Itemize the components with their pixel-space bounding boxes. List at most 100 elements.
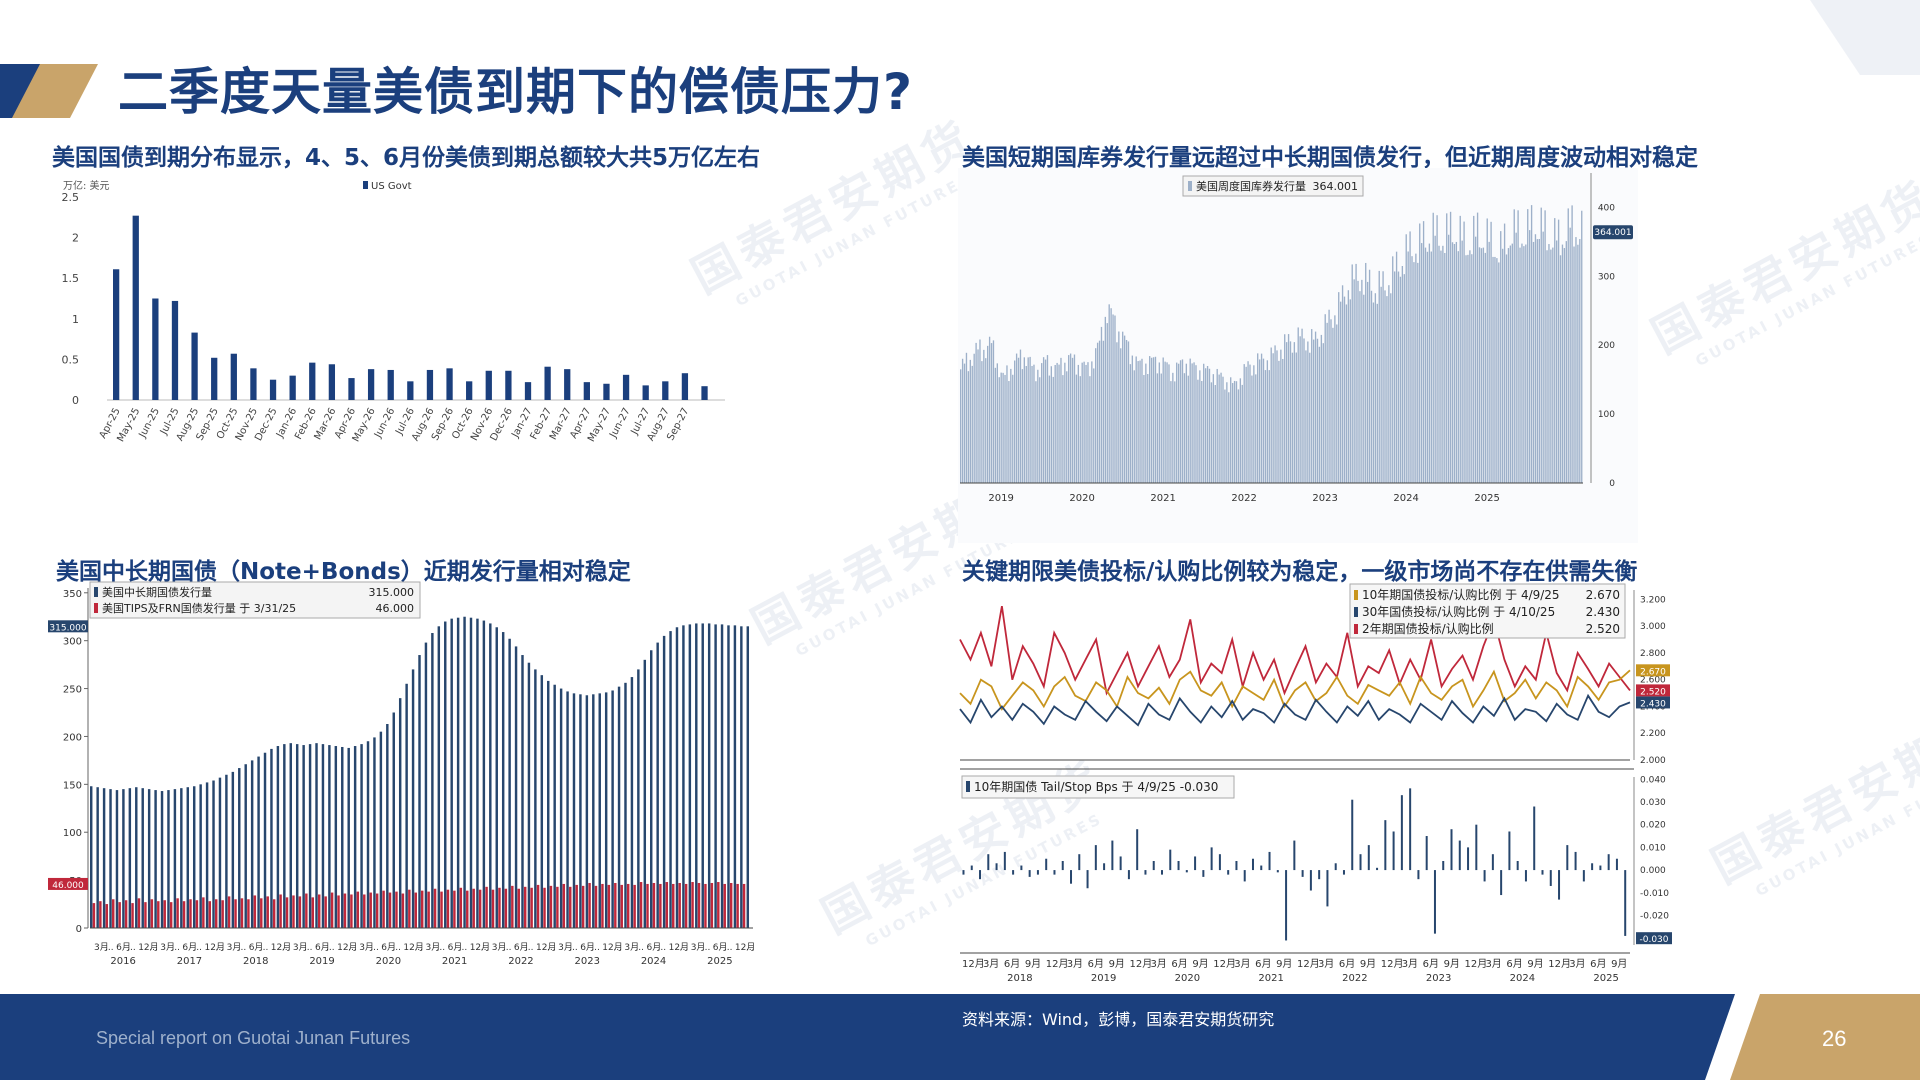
month-tick-label: ... bbox=[547, 943, 556, 953]
tail-bar bbox=[1152, 861, 1155, 871]
tail-bar bbox=[962, 870, 965, 875]
tips-frn-bar bbox=[530, 887, 533, 928]
bills-bar bbox=[1343, 296, 1346, 483]
tail-bar bbox=[1376, 867, 1379, 871]
bills-bar bbox=[1260, 353, 1263, 483]
bills-bar bbox=[1233, 380, 1236, 483]
month-tick-label: 6月 bbox=[580, 942, 595, 953]
tail-bar bbox=[1624, 870, 1627, 936]
last-value-label: 2.520 bbox=[1640, 687, 1666, 697]
tail-bar bbox=[1177, 861, 1180, 871]
x-tick-label: 2019 bbox=[988, 493, 1013, 504]
bills-bar bbox=[1307, 341, 1309, 483]
y-tick-label: 200 bbox=[63, 732, 82, 743]
year-label: 2023 bbox=[575, 956, 600, 967]
y-tick-label: 0 bbox=[76, 924, 82, 935]
y-tick-label: -0.020 bbox=[1640, 911, 1669, 921]
bills-bar bbox=[1486, 218, 1488, 483]
notes-bar bbox=[585, 695, 589, 928]
bills-bar bbox=[1033, 364, 1035, 483]
month-tick-label: 6月 bbox=[1423, 958, 1439, 970]
bills-bar bbox=[1023, 357, 1026, 483]
notes-bar bbox=[289, 743, 292, 928]
bills-bar bbox=[1116, 342, 1118, 483]
tips-frn-bar bbox=[215, 899, 218, 928]
bills-bar bbox=[1098, 340, 1101, 483]
tips-frn-bar bbox=[569, 886, 572, 928]
tips-frn-bar bbox=[221, 900, 224, 928]
tips-frn-bar bbox=[485, 886, 488, 928]
tail-bar bbox=[1194, 856, 1197, 871]
notes-bar bbox=[173, 789, 177, 928]
tail-bar bbox=[979, 870, 982, 880]
x-tick-label: 2025 bbox=[1474, 493, 1499, 504]
month-tick-label: 12月 bbox=[1381, 958, 1404, 970]
notes-bar bbox=[740, 626, 743, 928]
bills-bar bbox=[1374, 293, 1377, 483]
y-tick-label: 3.200 bbox=[1640, 595, 1666, 605]
tips-frn-bar bbox=[511, 885, 514, 928]
bills-bar bbox=[961, 358, 964, 483]
notes-bar bbox=[373, 737, 376, 928]
bills-bar bbox=[983, 349, 985, 483]
top-right-logo-shape bbox=[1810, 0, 1920, 75]
bills-bar bbox=[1336, 324, 1338, 483]
bills-bar bbox=[1407, 251, 1409, 483]
notes-bar bbox=[180, 788, 183, 928]
bills-bar bbox=[1110, 308, 1112, 483]
tips-frn-bar bbox=[691, 882, 694, 928]
maturity-bar bbox=[387, 369, 394, 400]
bills-bar bbox=[1395, 251, 1398, 483]
bills-bar bbox=[975, 342, 977, 483]
bills-bar bbox=[1062, 375, 1064, 483]
month-tick-label: 9月 bbox=[1192, 958, 1208, 970]
month-tick-label: 9月 bbox=[1444, 958, 1460, 970]
month-tick-label: ... bbox=[724, 943, 733, 953]
month-tick-label: ... bbox=[414, 943, 423, 953]
tail-bar bbox=[1202, 870, 1205, 877]
bills-bar bbox=[1170, 381, 1172, 483]
bills-bar bbox=[1177, 363, 1180, 483]
notes-bar bbox=[469, 617, 473, 928]
notes-bar bbox=[617, 686, 621, 928]
tail-bar bbox=[1119, 856, 1122, 871]
tail-bar bbox=[1607, 854, 1610, 871]
top-left-gold-band bbox=[12, 64, 98, 118]
month-tick-label: ... bbox=[481, 943, 490, 953]
bills-bar bbox=[1193, 362, 1195, 483]
bills-bar bbox=[1555, 240, 1558, 483]
bills-bar bbox=[1145, 363, 1147, 483]
bills-bar bbox=[1368, 269, 1371, 483]
bills-bar bbox=[1044, 359, 1047, 483]
bills-bar bbox=[1446, 213, 1448, 483]
tail-bar bbox=[1127, 870, 1130, 880]
tips-frn-bar bbox=[408, 889, 411, 928]
bills-bar bbox=[1438, 245, 1440, 483]
notes-bar bbox=[411, 669, 415, 928]
tail-bar bbox=[1185, 870, 1188, 873]
maturity-bar bbox=[583, 382, 590, 400]
bills-bar bbox=[1417, 262, 1419, 483]
month-tick-label: 3月 bbox=[94, 942, 109, 953]
tips-frn-bar bbox=[163, 900, 166, 928]
bills-bar bbox=[1424, 247, 1427, 483]
bills-bar bbox=[1575, 237, 1577, 483]
tips-frn-bar bbox=[266, 896, 269, 928]
month-tick-label: 12月 bbox=[962, 958, 985, 970]
legend-box bbox=[89, 581, 421, 619]
month-tick-label: 12月 bbox=[271, 942, 291, 953]
tail-bar bbox=[1227, 870, 1230, 875]
tail-bar bbox=[1508, 831, 1511, 871]
series-line bbox=[959, 605, 1631, 696]
tips-frn-bar bbox=[369, 892, 372, 928]
y-tick-label: 350 bbox=[63, 589, 82, 600]
bills-bar bbox=[1488, 241, 1490, 483]
bills-bar bbox=[1534, 234, 1537, 483]
month-tick-label: 9月 bbox=[1025, 958, 1041, 970]
bills-bar bbox=[1382, 271, 1384, 483]
bills-bar bbox=[1081, 362, 1083, 483]
tail-bar bbox=[1053, 870, 1056, 875]
tips-frn-bar bbox=[169, 902, 173, 928]
bills-bar bbox=[1353, 279, 1355, 483]
